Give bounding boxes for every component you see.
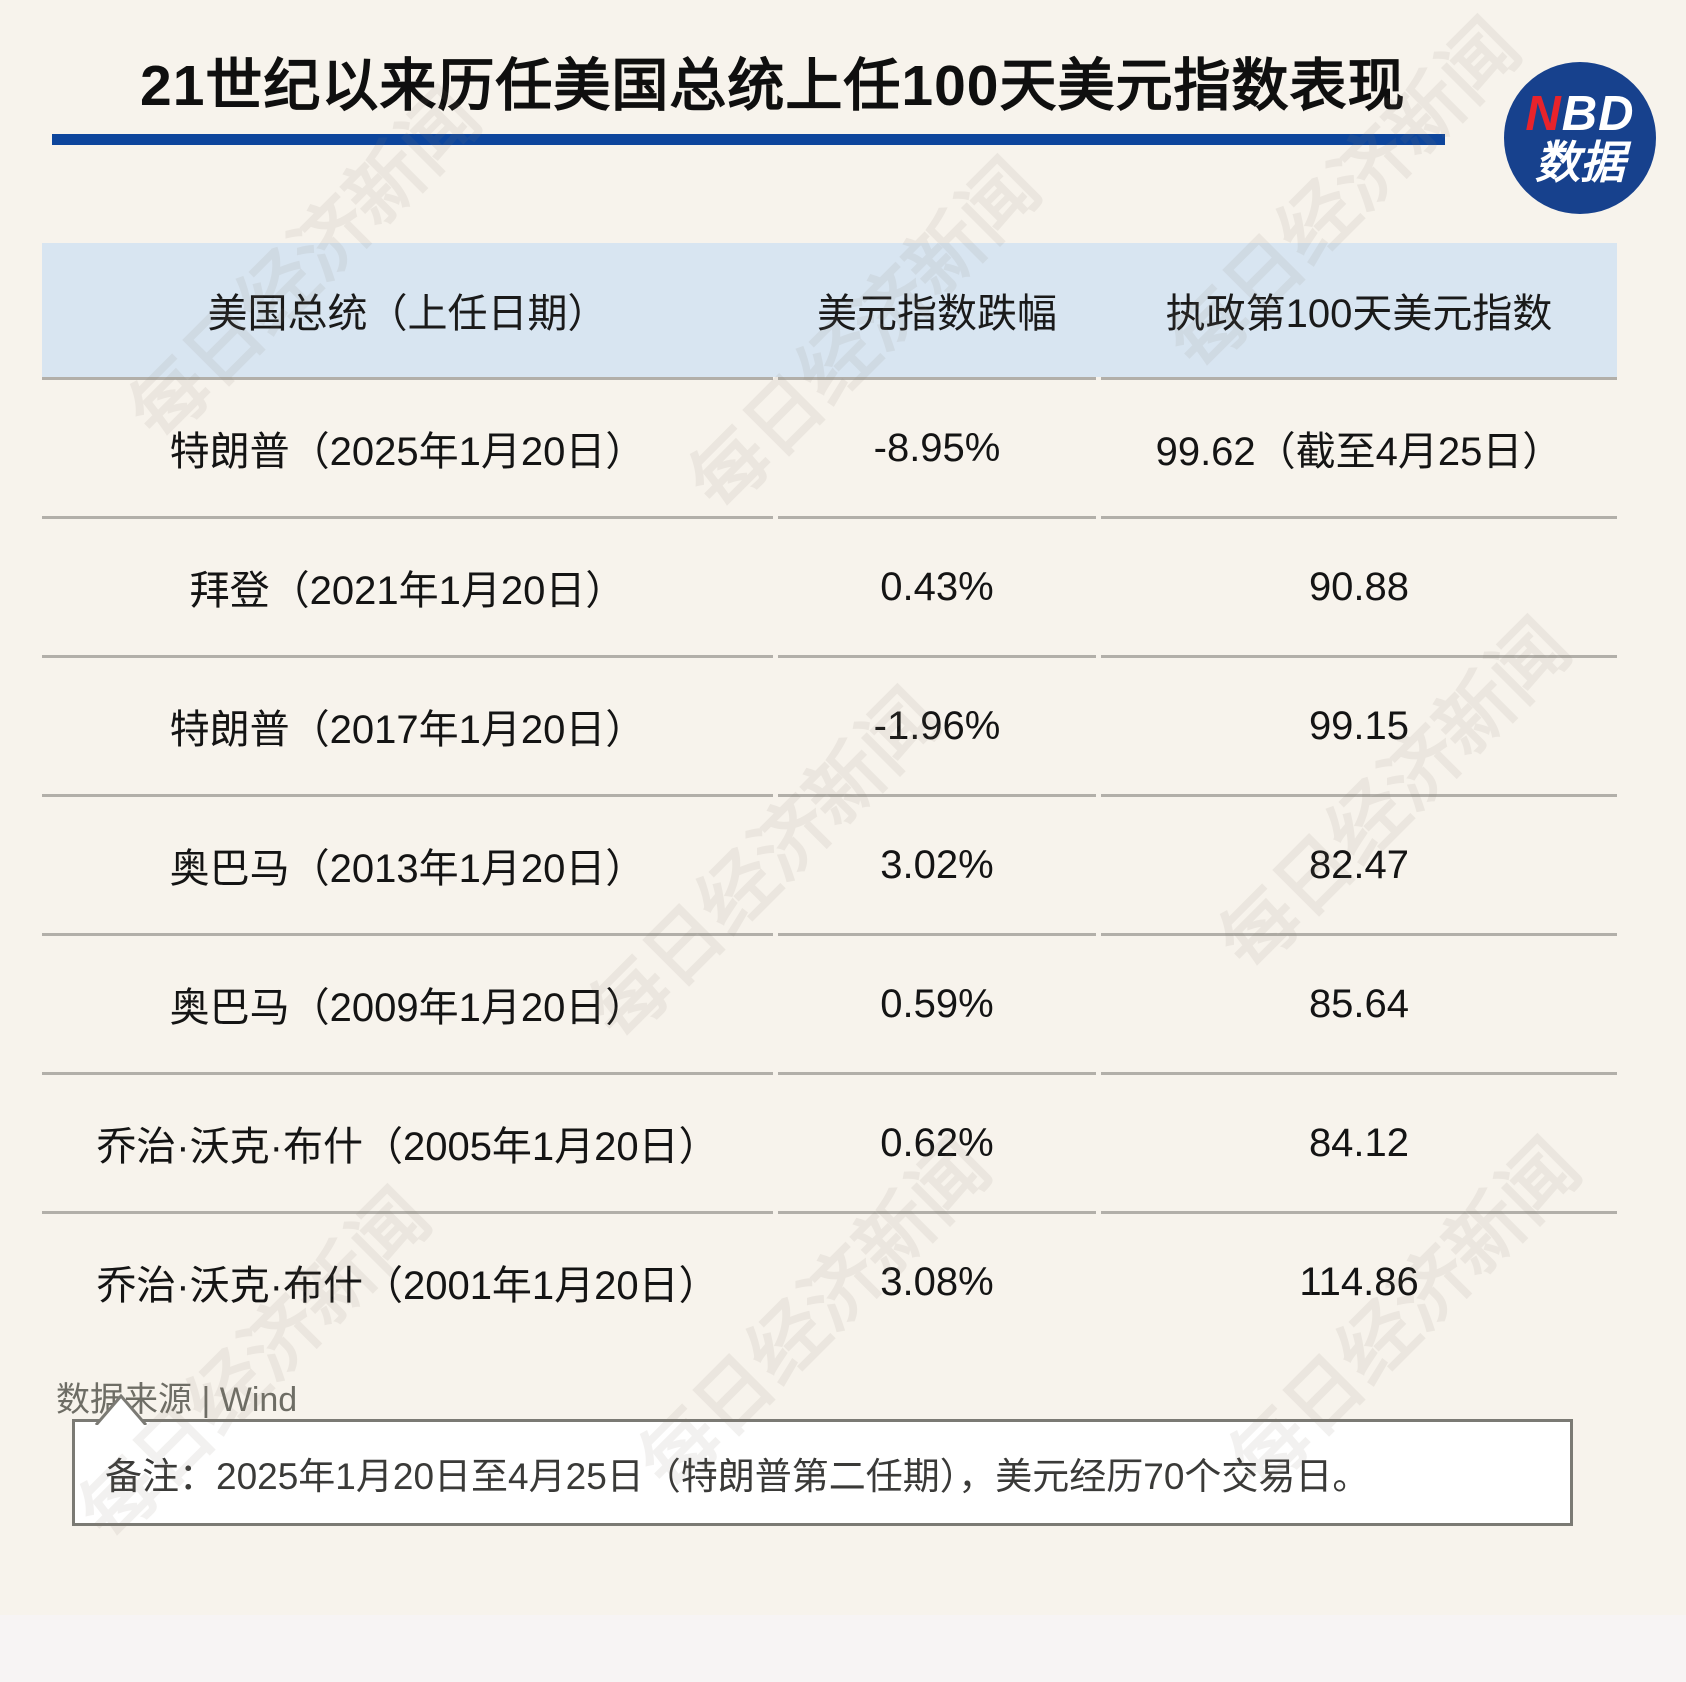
table-header-row: 美国总统（上任日期） 美元指数跌幅 执政第100天美元指数 [42, 243, 1617, 377]
cell-day100-index: 90.88 [1101, 516, 1617, 655]
cell-index-change: 0.43% [778, 516, 1096, 655]
cell-president: 乔治·沃克·布什（2005年1月20日） [42, 1072, 773, 1211]
cell-president: 特朗普（2017年1月20日） [42, 655, 773, 794]
table-row: 特朗普（2025年1月20日） -8.95% 99.62（截至4月25日） [42, 377, 1617, 516]
nbd-logo-letters-bd: BD [1561, 87, 1635, 142]
cell-index-change: -8.95% [778, 377, 1096, 516]
nbd-logo-letter-n: N [1525, 87, 1562, 142]
note-box-notch [94, 1393, 148, 1425]
page-title: 21世纪以来历任美国总统上任100天美元指数表现 [140, 54, 1406, 118]
data-source-label: 数据来源 | Wind [56, 1381, 298, 1419]
nbd-logo-text: NBD [1525, 87, 1635, 142]
bottom-band [0, 1615, 1686, 1682]
cell-president: 奥巴马（2013年1月20日） [42, 794, 773, 933]
cell-day100-index: 84.12 [1101, 1072, 1617, 1211]
column-header-day100-index: 执政第100天美元指数 [1165, 292, 1553, 336]
column-header-index-change: 美元指数跌幅 [817, 292, 1057, 336]
table-row: 奥巴马（2013年1月20日） 3.02% 82.47 [42, 794, 1617, 933]
cell-day100-index: 99.62（截至4月25日） [1101, 377, 1617, 516]
note-text: 备注：2025年1月20日至4月25日（特朗普第二任期），美元经历70个交易日。 [105, 1455, 1370, 1497]
table-body: 特朗普（2025年1月20日） -8.95% 99.62（截至4月25日） 拜登（20… [42, 377, 1617, 1350]
cell-index-change: 0.59% [778, 933, 1096, 1072]
table-row: 特朗普（2017年1月20日） -1.96% 99.15 [42, 655, 1617, 794]
note-box: 备注：2025年1月20日至4月25日（特朗普第二任期），美元经历70个交易日。 [72, 1393, 1573, 1526]
cell-president: 特朗普（2025年1月20日） [42, 377, 773, 516]
title-underline [52, 134, 1445, 145]
table-row: 奥巴马（2009年1月20日） 0.59% 85.64 [42, 933, 1617, 1072]
cell-president: 拜登（2021年1月20日） [42, 516, 773, 655]
cell-day100-index: 82.47 [1101, 794, 1617, 933]
column-header-president: 美国总统（上任日期） [207, 292, 608, 336]
table-row: 乔治·沃克·布什（2001年1月20日） 3.08% 114.86 [42, 1211, 1617, 1350]
dollar-index-table: 美国总统（上任日期） 美元指数跌幅 执政第100天美元指数 特朗普（2025年1… [42, 243, 1617, 1350]
table-row: 乔治·沃克·布什（2005年1月20日） 0.62% 84.12 [42, 1072, 1617, 1211]
cell-president: 乔治·沃克·布什（2001年1月20日） [42, 1211, 773, 1350]
table-row: 拜登（2021年1月20日） 0.43% 90.88 [42, 516, 1617, 655]
cell-day100-index: 99.15 [1101, 655, 1617, 794]
cell-day100-index: 85.64 [1101, 933, 1617, 1072]
cell-index-change: 3.08% [778, 1211, 1096, 1350]
cell-index-change: -1.96% [778, 655, 1096, 794]
cell-index-change: 3.02% [778, 794, 1096, 933]
nbd-logo: NBD 数据 [1504, 62, 1656, 214]
cell-day100-index: 114.86 [1101, 1211, 1617, 1350]
cell-president: 奥巴马（2009年1月20日） [42, 933, 773, 1072]
nbd-logo-subtitle: 数据 [1534, 137, 1625, 189]
cell-index-change: 0.62% [778, 1072, 1096, 1211]
